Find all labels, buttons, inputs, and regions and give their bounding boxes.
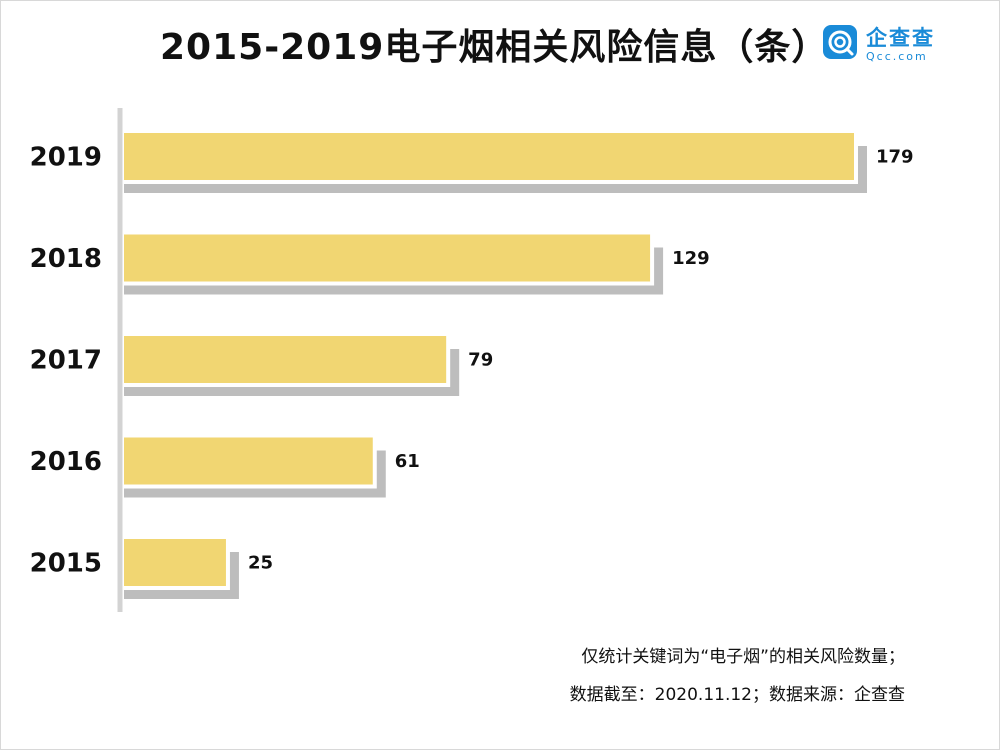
data-label: 179 bbox=[876, 147, 914, 168]
qcc-logo-name: 企查查 bbox=[866, 26, 935, 50]
category-label: 2018 bbox=[30, 244, 102, 274]
bar bbox=[124, 539, 226, 586]
qcc-logo-icon bbox=[823, 25, 857, 59]
category-label: 2019 bbox=[30, 143, 102, 173]
footnote-source: 数据截至：2020.11.12；数据来源：企查查 bbox=[569, 685, 905, 705]
bar-chart: 2019 179 2018 129 2017 79 2016 61 2015 25 bbox=[30, 108, 914, 612]
category-label: 2015 bbox=[30, 549, 102, 579]
data-label: 25 bbox=[248, 553, 273, 574]
data-label: 129 bbox=[672, 248, 710, 269]
data-label: 79 bbox=[468, 350, 493, 371]
bar bbox=[124, 234, 651, 282]
qcc-logo: 企查查 Qcc.com bbox=[822, 22, 982, 68]
qcc-logo-domain: Qcc.com bbox=[866, 50, 928, 63]
bar bbox=[124, 336, 447, 383]
category-label: 2016 bbox=[30, 447, 102, 477]
bar bbox=[124, 133, 854, 180]
chart-title: 2015-2019电子烟相关风险信息（条） bbox=[160, 27, 829, 68]
footnote-scope: 仅统计关键词为“电子烟”的相关风险数量； bbox=[581, 647, 905, 667]
bar bbox=[124, 437, 373, 485]
data-label: 61 bbox=[395, 451, 420, 472]
category-label: 2017 bbox=[30, 346, 102, 376]
